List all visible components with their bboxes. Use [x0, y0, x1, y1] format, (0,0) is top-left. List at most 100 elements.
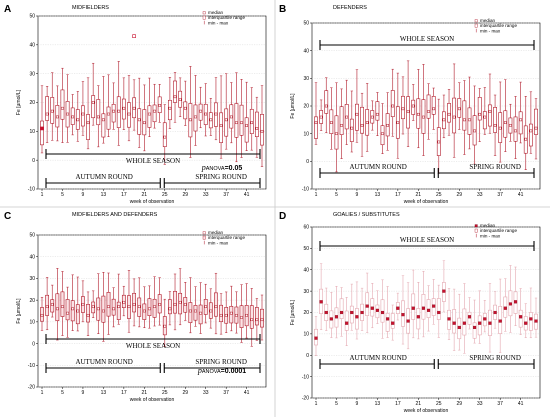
interquartile-box: [132, 292, 136, 313]
median-marker: [324, 310, 328, 315]
y-tick-label: -10: [28, 363, 35, 369]
legend-median-label: median: [208, 10, 224, 15]
median-marker: [224, 313, 228, 317]
median-marker: [334, 315, 339, 319]
median-marker: [183, 106, 187, 110]
interquartile-box: [375, 101, 380, 121]
median-marker: [194, 115, 197, 119]
y-tick-label: 0: [32, 158, 35, 164]
interquartile-box: [355, 103, 359, 131]
x-tick-label: 5: [61, 192, 64, 198]
median-marker: [427, 110, 430, 113]
median-marker: [66, 311, 69, 315]
interquartile-box: [91, 95, 96, 119]
x-tick-label: 13: [375, 192, 381, 198]
interquartile-box: [324, 90, 329, 114]
interquartile-box: [426, 94, 431, 119]
interquartile-box: [137, 108, 142, 135]
median-marker: [229, 115, 233, 119]
median-marker: [86, 313, 90, 317]
median-marker: [473, 325, 477, 330]
x-tick-label: 1: [315, 192, 318, 198]
median-marker: [132, 303, 136, 306]
median-marker: [240, 121, 243, 125]
median-marker: [86, 121, 90, 125]
x-tick-label: 17: [121, 390, 127, 396]
median-marker: [183, 303, 187, 306]
median-marker: [488, 110, 492, 113]
anova-p-value: pANOVA=0.05: [201, 163, 243, 172]
legend-minmax-label: min - max: [208, 20, 229, 25]
median-marker: [314, 121, 318, 124]
y-tick-label: 30: [29, 276, 35, 282]
median-marker: [91, 305, 95, 309]
x-tick-label: 5: [335, 401, 338, 407]
panel-d-goalies-substitutes: D GOALIES / SUBSTITUTES -20 -10 0 10 20 30 40 50 6…: [279, 211, 541, 414]
anova-value: =0.05: [225, 165, 243, 172]
median-marker: [524, 321, 528, 325]
whole-season-label: WHOLE SEASON: [400, 35, 454, 43]
legend-median-label: median: [480, 18, 496, 23]
whole-season-label: WHOLE SEASON: [126, 342, 180, 350]
spring-round-label: SPRING ROUND: [469, 354, 521, 362]
median-marker: [117, 305, 121, 309]
median-marker: [142, 309, 146, 313]
median-marker: [529, 317, 533, 321]
median-marker: [534, 126, 538, 130]
median-marker: [463, 118, 466, 122]
median-marker: [173, 303, 177, 306]
median-marker: [250, 121, 254, 125]
median-marker: [255, 318, 259, 322]
x-tick-label: 37: [223, 192, 229, 198]
legend-iqr-glyph: [202, 15, 206, 20]
interquartile-box: [488, 104, 492, 127]
x-tick-label: 29: [456, 192, 462, 198]
median-marker: [50, 303, 54, 306]
median-marker: [447, 112, 451, 116]
median-marker: [345, 115, 349, 119]
median-marker: [391, 104, 395, 108]
median-marker: [224, 118, 228, 122]
median-marker: [76, 309, 80, 313]
legend-median-glyph: [202, 231, 206, 235]
median-marker: [209, 309, 213, 313]
median-marker: [122, 106, 126, 110]
interquartile-box: [477, 315, 482, 336]
y-tick-label: 20: [303, 104, 309, 110]
median-marker: [396, 306, 400, 310]
median-marker: [529, 129, 533, 133]
median-marker: [442, 289, 446, 293]
y-tick-label: -10: [302, 187, 309, 193]
median-marker: [245, 124, 249, 127]
panel-letter: B: [279, 4, 286, 15]
median-marker: [345, 321, 349, 325]
legend-minmax-label: min - max: [480, 233, 501, 238]
interquartile-box: [349, 118, 354, 142]
panel-b-defenders: B DEFENDERS -10 0 10 20 30 40 50 1 5 9 13 17 21 25 29 33 3…: [279, 4, 541, 205]
y-tick-label: -10: [302, 374, 309, 380]
median-marker: [153, 305, 156, 309]
y-tick-label: 50: [29, 233, 35, 239]
median-marker: [96, 307, 100, 311]
interquartile-box: [239, 104, 244, 136]
spring-round-label: SPRING ROUND: [195, 173, 247, 181]
interquartile-box: [219, 112, 223, 143]
interquartile-box: [493, 107, 497, 133]
panel-title: DEFENDERS: [333, 5, 367, 11]
median-marker: [96, 115, 100, 119]
median-marker: [335, 132, 338, 136]
median-marker: [235, 121, 238, 125]
interquartile-box: [477, 97, 482, 121]
legend-iqr-glyph: [202, 235, 206, 240]
interquartile-box: [229, 305, 234, 324]
interquartile-box: [518, 309, 523, 328]
legend-iqr-glyph: [474, 228, 478, 233]
x-tick-label: 9: [82, 192, 85, 198]
median-marker: [199, 109, 202, 113]
median-marker: [457, 107, 461, 111]
y-tick-label: 20: [29, 298, 35, 304]
x-axis-title: week of observation: [404, 408, 449, 414]
median-marker: [370, 115, 374, 119]
legend-iqr-label: interquartile range: [208, 235, 245, 240]
median-marker: [375, 308, 379, 312]
